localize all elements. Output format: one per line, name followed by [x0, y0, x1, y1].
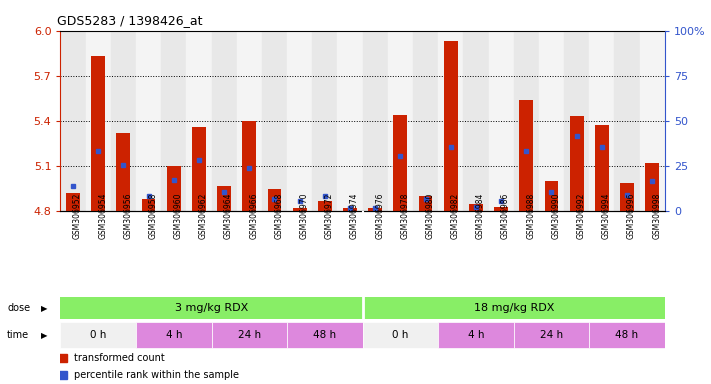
- Bar: [343, 208, 357, 211]
- Bar: [267, 189, 282, 211]
- Bar: [262, 31, 287, 211]
- Bar: [212, 322, 287, 348]
- Bar: [141, 199, 156, 211]
- Bar: [66, 193, 80, 211]
- Text: GSM306960: GSM306960: [173, 192, 183, 239]
- Text: ▶: ▶: [41, 331, 47, 339]
- Text: 4 h: 4 h: [166, 330, 182, 340]
- Bar: [620, 183, 634, 211]
- Bar: [438, 322, 514, 348]
- Bar: [368, 208, 382, 211]
- Text: 18 mg/kg RDX: 18 mg/kg RDX: [474, 303, 554, 313]
- Bar: [614, 31, 640, 211]
- Text: GSM306998: GSM306998: [652, 192, 661, 238]
- Bar: [217, 185, 231, 211]
- Bar: [186, 31, 212, 211]
- Text: 0 h: 0 h: [90, 330, 107, 340]
- Bar: [464, 31, 488, 211]
- Text: GSM306984: GSM306984: [476, 192, 485, 238]
- Bar: [136, 31, 161, 211]
- Text: GSM306958: GSM306958: [149, 192, 158, 238]
- Bar: [60, 297, 363, 319]
- Bar: [91, 56, 105, 211]
- Bar: [237, 31, 262, 211]
- Text: GSM306974: GSM306974: [350, 192, 359, 239]
- Text: dose: dose: [7, 303, 31, 313]
- Bar: [318, 201, 332, 211]
- Text: GSM306992: GSM306992: [577, 192, 586, 238]
- Text: 4 h: 4 h: [468, 330, 484, 340]
- Bar: [646, 163, 659, 211]
- Bar: [545, 181, 558, 211]
- Bar: [212, 31, 237, 211]
- Text: percentile rank within the sample: percentile rank within the sample: [74, 370, 239, 381]
- Bar: [393, 115, 407, 211]
- Text: GSM306966: GSM306966: [250, 192, 258, 239]
- Bar: [640, 31, 665, 211]
- Bar: [589, 31, 614, 211]
- Text: 0 h: 0 h: [392, 330, 409, 340]
- Text: 24 h: 24 h: [540, 330, 563, 340]
- Text: GDS5283 / 1398426_at: GDS5283 / 1398426_at: [57, 14, 203, 27]
- Text: ▶: ▶: [41, 304, 47, 313]
- Bar: [514, 31, 539, 211]
- Bar: [287, 31, 312, 211]
- Bar: [111, 31, 136, 211]
- Bar: [161, 31, 186, 211]
- Text: GSM306978: GSM306978: [400, 192, 410, 238]
- Text: GSM306994: GSM306994: [602, 192, 611, 239]
- Text: GSM306972: GSM306972: [325, 192, 334, 238]
- Bar: [595, 126, 609, 211]
- Text: transformed count: transformed count: [74, 353, 164, 363]
- Text: GSM306956: GSM306956: [124, 192, 132, 239]
- Bar: [363, 31, 387, 211]
- Bar: [293, 208, 306, 211]
- Text: GSM306988: GSM306988: [526, 192, 535, 238]
- Text: GSM306952: GSM306952: [73, 192, 82, 238]
- Text: 3 mg/kg RDX: 3 mg/kg RDX: [175, 303, 248, 313]
- Bar: [363, 297, 665, 319]
- Text: GSM306964: GSM306964: [224, 192, 233, 239]
- Text: GSM306970: GSM306970: [299, 192, 309, 239]
- Text: 24 h: 24 h: [237, 330, 261, 340]
- Bar: [85, 31, 111, 211]
- Bar: [60, 322, 136, 348]
- Text: GSM306990: GSM306990: [552, 192, 560, 239]
- Bar: [589, 322, 665, 348]
- Bar: [167, 166, 181, 211]
- Bar: [539, 31, 564, 211]
- Text: GSM306986: GSM306986: [501, 192, 510, 238]
- Bar: [60, 31, 85, 211]
- Bar: [519, 100, 533, 211]
- Text: GSM306982: GSM306982: [451, 192, 460, 238]
- Text: GSM306954: GSM306954: [98, 192, 107, 239]
- Text: GSM306962: GSM306962: [199, 192, 208, 238]
- Bar: [363, 322, 438, 348]
- Bar: [444, 41, 458, 211]
- Bar: [338, 31, 363, 211]
- Text: 48 h: 48 h: [616, 330, 638, 340]
- Text: GSM306996: GSM306996: [627, 192, 636, 239]
- Text: GSM306976: GSM306976: [375, 192, 384, 239]
- Bar: [514, 322, 589, 348]
- Bar: [242, 121, 256, 211]
- Bar: [570, 116, 584, 211]
- Bar: [136, 322, 212, 348]
- Text: GSM306968: GSM306968: [274, 192, 284, 238]
- Bar: [419, 196, 432, 211]
- Bar: [312, 31, 338, 211]
- Bar: [494, 207, 508, 211]
- Bar: [387, 31, 413, 211]
- Bar: [438, 31, 464, 211]
- Bar: [413, 31, 438, 211]
- Text: time: time: [7, 330, 29, 340]
- Bar: [287, 322, 363, 348]
- Bar: [469, 204, 483, 211]
- Text: GSM306980: GSM306980: [426, 192, 434, 238]
- Bar: [488, 31, 514, 211]
- Bar: [117, 133, 130, 211]
- Bar: [564, 31, 589, 211]
- Bar: [192, 127, 206, 211]
- Text: 48 h: 48 h: [314, 330, 336, 340]
